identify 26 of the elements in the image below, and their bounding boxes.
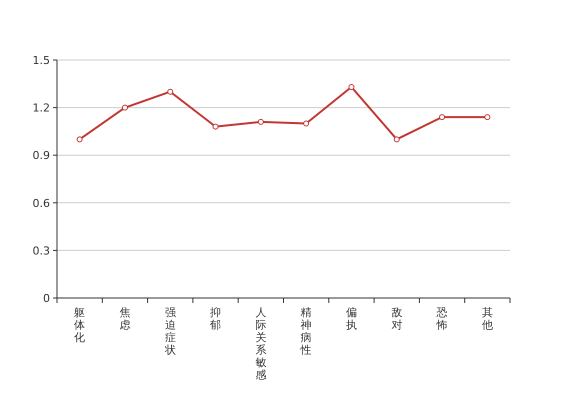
x-tick-label: 精神病性 [300,306,312,356]
point [167,88,174,95]
point [212,124,219,130]
point [258,118,264,125]
point [303,120,310,126]
point [122,104,128,111]
x-tick-label: 恐怖 [436,306,448,332]
x-tick-label: 其他 [482,306,493,332]
point [348,84,354,90]
x-tick-label: 敌对 [391,306,402,332]
x-tick-label: 人际关系敏感 [255,306,266,382]
y-tick-label: 1.5 [32,54,50,67]
y-tick-label: 0 [43,292,50,305]
y-tick-label: 0.3 [32,244,50,258]
x-tick-label: 偏执 [346,306,357,332]
point [76,136,83,142]
point [439,114,446,120]
x-tick-label: 强迫症状 [164,306,176,356]
x-tick-label: 焦虑 [119,306,130,332]
point [394,136,400,142]
y-tick-label: 0.6 [32,196,50,210]
point [484,114,490,120]
y-tick-label: 1.2 [32,102,50,115]
x-tick-label: 抑郁 [210,306,222,332]
y-tick-label: 0.9 [32,149,50,162]
x-tick-label: 躯体化 [74,306,86,344]
